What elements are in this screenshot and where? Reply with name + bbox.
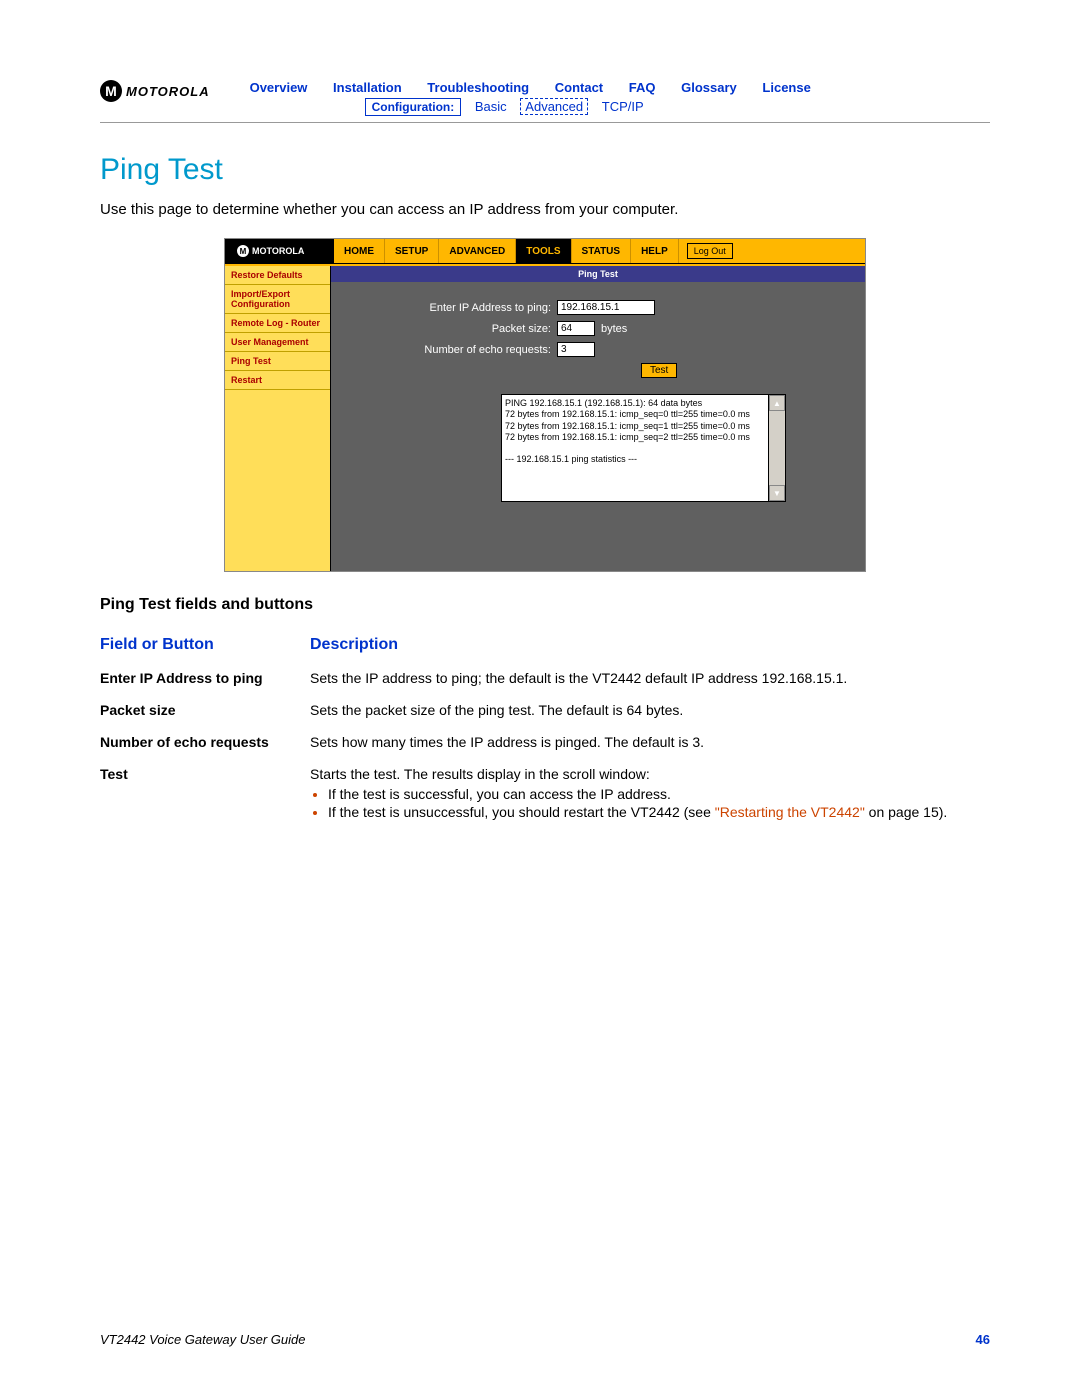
table-row: Number of echo requests Sets how many ti… xyxy=(100,728,990,760)
motorola-batwing-icon: M xyxy=(100,80,122,102)
ss-panel-title: Ping Test xyxy=(331,266,865,282)
ss-ip-input[interactable] xyxy=(557,300,655,315)
field-name: Packet size xyxy=(100,696,310,728)
nav-overview[interactable]: Overview xyxy=(250,80,308,95)
ss-nav-help[interactable]: HELP xyxy=(631,239,679,263)
ss-sidebar: Restore Defaults Import/Export Configura… xyxy=(225,266,331,571)
bullet-success: If the test is successful, you can acces… xyxy=(328,786,980,802)
ss-packet-size-input[interactable] xyxy=(557,321,595,336)
page-number: 46 xyxy=(976,1332,990,1347)
table-row: Enter IP Address to ping Sets the IP add… xyxy=(100,664,990,696)
router-ui-screenshot: M MOTOROLA HOME SETUP ADVANCED TOOLS STA… xyxy=(224,238,866,572)
ss-pkt-unit: bytes xyxy=(601,323,627,335)
ss-side-restart[interactable]: Restart xyxy=(225,371,330,390)
page-title: Ping Test xyxy=(100,153,990,187)
fields-table: Field or Button Description Enter IP Add… xyxy=(100,630,990,832)
field-desc: Starts the test. The results display in … xyxy=(310,760,990,832)
nav-glossary[interactable]: Glossary xyxy=(681,80,737,95)
table-row: Test Starts the test. The results displa… xyxy=(100,760,990,832)
motorola-logo: M MOTOROLA xyxy=(100,80,210,102)
ss-batwing-icon: M xyxy=(237,245,249,257)
top-nav: Overview Installation Troubleshooting Co… xyxy=(250,80,990,95)
ss-side-ping-test[interactable]: Ping Test xyxy=(225,352,330,371)
ss-logout-button[interactable]: Log Out xyxy=(687,243,733,259)
test-desc-lead: Starts the test. The results display in … xyxy=(310,766,650,782)
table-row: Packet size Sets the packet size of the … xyxy=(100,696,990,728)
ss-nav-setup[interactable]: SETUP xyxy=(385,239,439,263)
nav-troubleshooting[interactable]: Troubleshooting xyxy=(427,80,529,95)
ss-test-button[interactable]: Test xyxy=(641,363,677,378)
ss-logo: M MOTOROLA xyxy=(225,239,334,263)
ss-nav-advanced[interactable]: ADVANCED xyxy=(439,239,516,263)
header-divider xyxy=(100,122,990,123)
ss-nav-tools[interactable]: TOOLS xyxy=(516,239,571,263)
ss-side-remote-log[interactable]: Remote Log - Router xyxy=(225,314,330,333)
ss-ping-output: PING 192.168.15.1 (192.168.15.1): 64 dat… xyxy=(501,394,769,502)
nav-contact[interactable]: Contact xyxy=(555,80,603,95)
bullet-fail-a: If the test is unsuccessful, you should … xyxy=(328,804,715,820)
nav-faq[interactable]: FAQ xyxy=(629,80,656,95)
field-desc: Sets how many times the IP address is pi… xyxy=(310,728,990,760)
field-name: Number of echo requests xyxy=(100,728,310,760)
field-desc: Sets the IP address to ping; the default… xyxy=(310,664,990,696)
col-field: Field or Button xyxy=(100,630,310,664)
ss-ip-label: Enter IP Address to ping: xyxy=(341,302,557,314)
field-desc: Sets the packet size of the ping test. T… xyxy=(310,696,990,728)
nav-license[interactable]: License xyxy=(762,80,810,95)
ss-echo-label: Number of echo requests: xyxy=(341,344,557,356)
logo-text: MOTOROLA xyxy=(126,84,210,99)
subnav-basic[interactable]: Basic xyxy=(475,99,507,114)
ss-nav-status[interactable]: STATUS xyxy=(572,239,632,263)
ss-logo-text: MOTOROLA xyxy=(252,246,304,256)
ss-side-restore[interactable]: Restore Defaults xyxy=(225,266,330,285)
scroll-up-icon[interactable]: ▲ xyxy=(769,395,785,411)
subnav-tcpip[interactable]: TCP/IP xyxy=(602,99,644,114)
ss-nav-home[interactable]: HOME xyxy=(334,239,385,263)
footer-doc-title: VT2442 Voice Gateway User Guide xyxy=(100,1332,305,1347)
ss-side-import-export[interactable]: Import/Export Configuration xyxy=(225,285,330,314)
bullet-fail: If the test is unsuccessful, you should … xyxy=(328,804,980,820)
ss-side-user-mgmt[interactable]: User Management xyxy=(225,333,330,352)
ss-scrollbar[interactable]: ▲ ▼ xyxy=(769,394,786,502)
intro-text: Use this page to determine whether you c… xyxy=(100,201,990,218)
restart-link[interactable]: "Restarting the VT2442" xyxy=(715,804,865,820)
ss-pkt-label: Packet size: xyxy=(341,323,557,335)
field-name: Test xyxy=(100,760,310,832)
fields-heading: Ping Test fields and buttons xyxy=(100,596,990,614)
scroll-down-icon[interactable]: ▼ xyxy=(769,485,785,501)
bullet-fail-b: on page 15). xyxy=(865,804,948,820)
config-label: Configuration: xyxy=(365,98,462,116)
field-name: Enter IP Address to ping xyxy=(100,664,310,696)
col-desc: Description xyxy=(310,630,990,664)
subnav-advanced[interactable]: Advanced xyxy=(520,98,588,115)
nav-installation[interactable]: Installation xyxy=(333,80,402,95)
ss-echo-input[interactable] xyxy=(557,342,595,357)
